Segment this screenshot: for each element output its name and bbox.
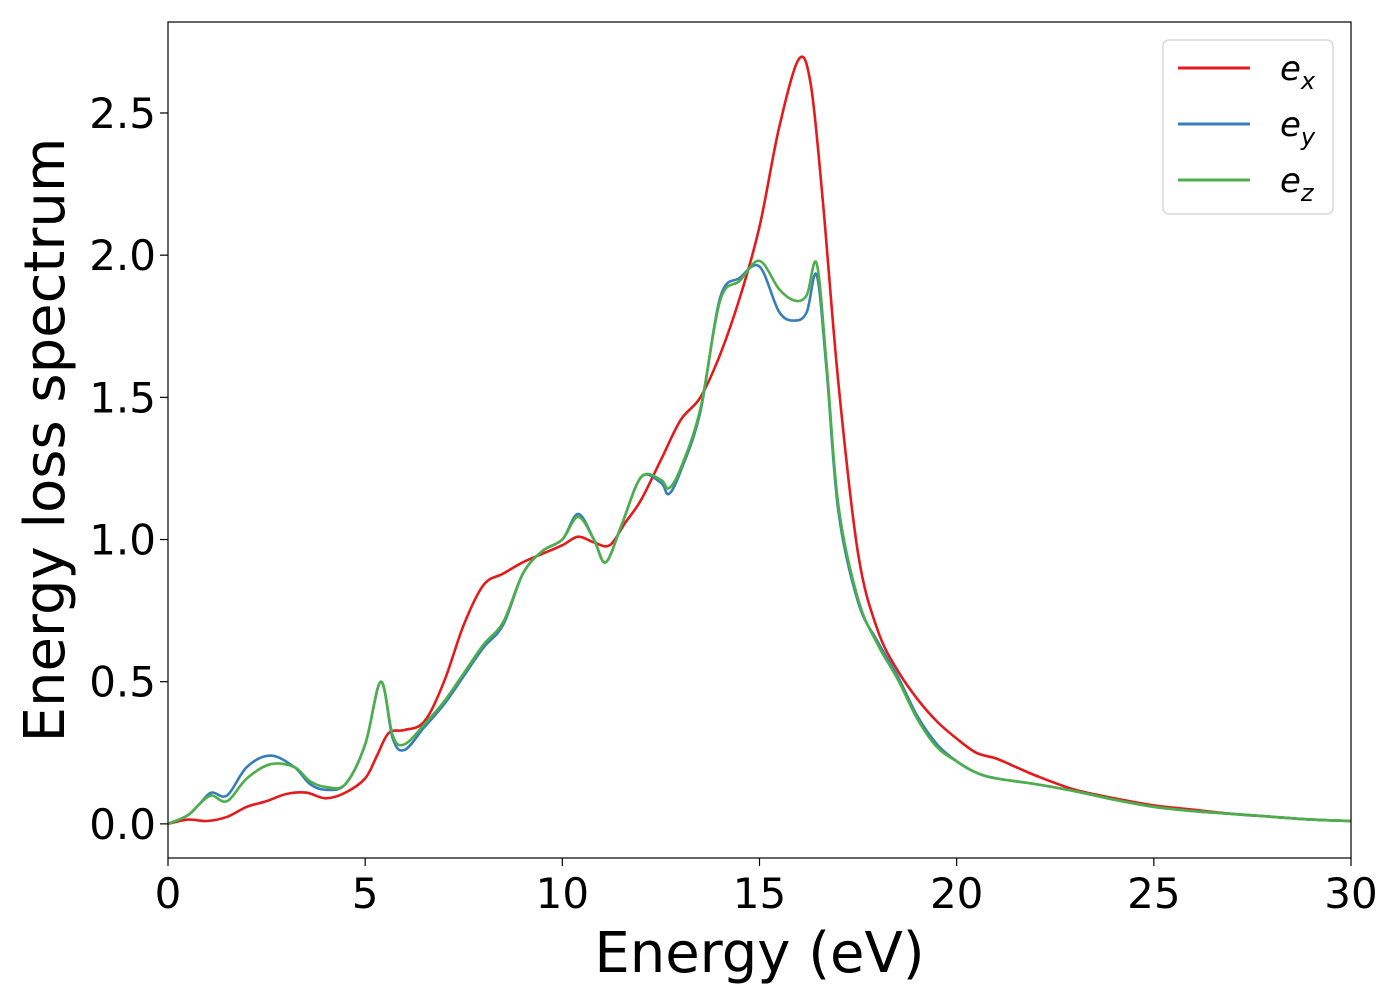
legend-frame xyxy=(1162,39,1334,215)
x-tick-label: 5 xyxy=(352,869,379,918)
x-tick-label: 25 xyxy=(1127,869,1180,918)
x-axis-ticks: 0 5 10 15 20 25 30 xyxy=(155,858,1378,918)
plot-lines xyxy=(167,55,1352,826)
y-tick-label: 2.5 xyxy=(89,89,156,138)
y-tick-label: 0.0 xyxy=(89,800,156,849)
y-tick-label: 1.5 xyxy=(89,373,156,422)
legend-label-z: ez xyxy=(1280,161,1315,207)
y-axis-label: Energy loss spectrum xyxy=(13,138,78,743)
x-tick-label: 15 xyxy=(733,869,786,918)
x-tick-label: 20 xyxy=(930,869,983,918)
y-tick-label: 2.0 xyxy=(89,231,156,280)
y-tick-label: 1.0 xyxy=(89,516,156,565)
x-tick-label: 30 xyxy=(1324,869,1377,918)
series-line-x xyxy=(167,55,1352,826)
y-axis-ticks: 0.0 0.5 1.0 1.5 2.0 2.5 xyxy=(89,89,168,849)
series-line-y xyxy=(167,263,1352,826)
legend-label-x: ex xyxy=(1280,49,1316,95)
legend-label-y: ey xyxy=(1280,105,1316,151)
legend: ex ey ez xyxy=(1162,39,1334,215)
x-axis-label: Energy (eV) xyxy=(594,921,924,986)
x-tick-label: 0 xyxy=(155,869,182,918)
series-line-z xyxy=(167,259,1352,826)
y-tick-label: 0.5 xyxy=(89,658,156,707)
x-tick-label: 10 xyxy=(536,869,589,918)
